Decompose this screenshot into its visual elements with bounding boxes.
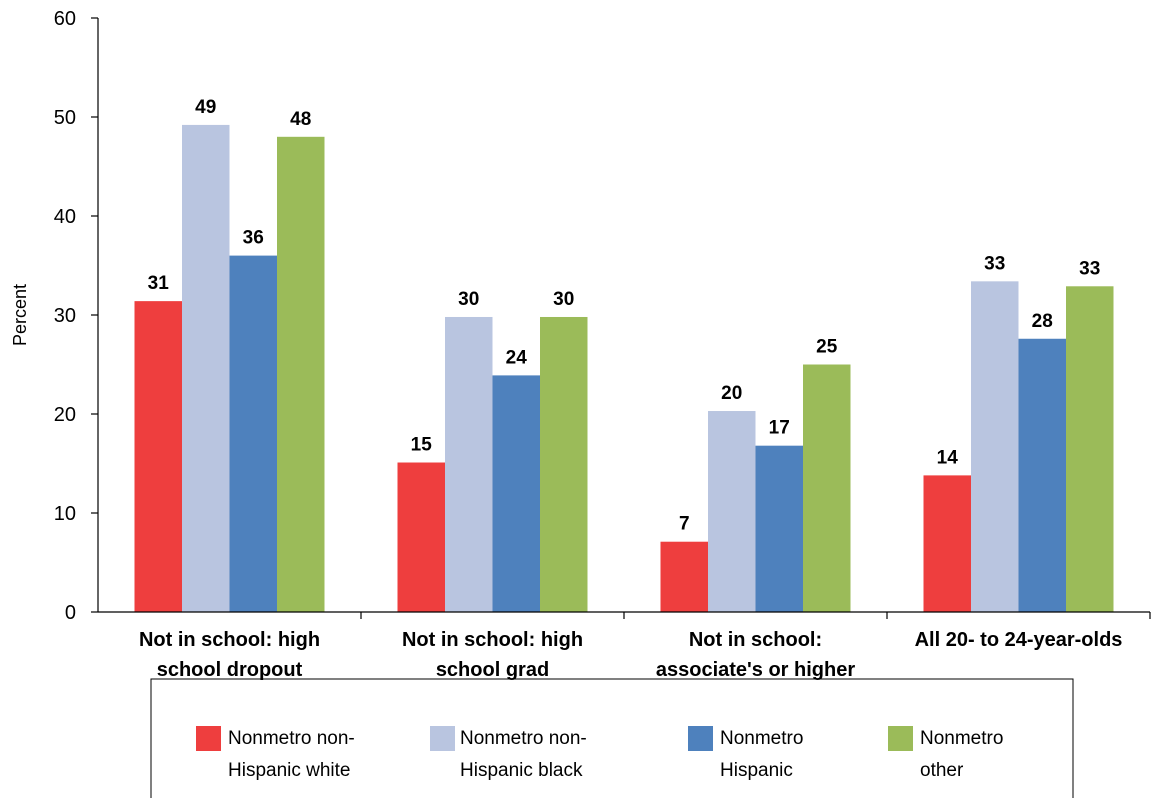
y-tick-label: 30 bbox=[54, 305, 76, 327]
bar bbox=[803, 364, 851, 612]
data-label: 24 bbox=[506, 347, 528, 368]
category-label: Not in school: associate's or higher bbox=[656, 629, 855, 681]
bar bbox=[923, 475, 971, 612]
legend: Nonmetro non-Hispanic white Nonmetro non-… bbox=[150, 678, 1074, 798]
data-label: 14 bbox=[937, 447, 959, 468]
bar bbox=[971, 281, 1019, 612]
category-label: Not in school: high school dropout bbox=[139, 629, 320, 681]
y-tick-label: 60 bbox=[54, 8, 76, 30]
bar bbox=[445, 316, 493, 612]
bar bbox=[182, 124, 230, 613]
bar bbox=[1066, 286, 1114, 612]
legend-label: Nonmetro non-Hispanic black bbox=[460, 728, 587, 781]
data-label: 33 bbox=[984, 253, 1005, 274]
bar bbox=[229, 255, 277, 612]
axes bbox=[97, 18, 1151, 619]
y-axis-label: Percent bbox=[10, 284, 30, 346]
bar bbox=[277, 136, 325, 613]
legend-swatch bbox=[888, 726, 913, 751]
data-label: 33 bbox=[1079, 258, 1100, 279]
data-labels: 31 15 7 14 49 30 20 33 36 24 17 28 48 30 25 33 bbox=[148, 97, 1101, 535]
legend-swatch bbox=[430, 726, 455, 751]
data-label: 30 bbox=[458, 289, 479, 310]
category-label: Not in school: high school grad bbox=[402, 629, 583, 681]
bar bbox=[660, 541, 708, 612]
legend-label: Nonmetro non-Hispanic white bbox=[228, 728, 355, 781]
bar bbox=[755, 445, 803, 612]
bar bbox=[540, 316, 588, 612]
x-axis-categories: Not in school: high school dropout Not in … bbox=[139, 629, 1122, 681]
data-label: 30 bbox=[553, 289, 574, 310]
data-label: 20 bbox=[721, 383, 742, 404]
legend-label: Nonmetro other bbox=[920, 728, 1003, 781]
bar bbox=[397, 462, 445, 612]
bar bbox=[1018, 338, 1066, 612]
data-label: 31 bbox=[148, 273, 170, 294]
bar bbox=[708, 411, 756, 612]
data-label: 49 bbox=[195, 97, 216, 118]
legend-swatch bbox=[196, 726, 221, 751]
bar bbox=[492, 375, 540, 612]
bar-series bbox=[134, 124, 1114, 613]
category-label: All 20- to 24-year-olds bbox=[915, 629, 1123, 651]
legend-label: Nonmetro Hispanic bbox=[720, 728, 803, 781]
y-tick-label: 20 bbox=[54, 404, 76, 426]
data-label: 36 bbox=[243, 228, 264, 249]
data-label: 15 bbox=[411, 435, 433, 456]
data-label: 48 bbox=[290, 109, 311, 130]
bar bbox=[134, 301, 182, 612]
y-axis: 0 10 20 30 40 50 60 bbox=[54, 8, 98, 624]
legend-swatch bbox=[688, 726, 713, 751]
y-tick-label: 10 bbox=[54, 503, 76, 525]
data-label: 17 bbox=[769, 418, 790, 439]
y-tick-label: 40 bbox=[54, 206, 76, 228]
y-tick-label: 50 bbox=[54, 107, 76, 129]
data-label: 7 bbox=[679, 514, 690, 535]
legend-frame bbox=[150, 678, 1074, 798]
data-label: 25 bbox=[816, 337, 838, 358]
data-label: 28 bbox=[1032, 311, 1053, 332]
y-tick-label: 0 bbox=[65, 602, 76, 624]
